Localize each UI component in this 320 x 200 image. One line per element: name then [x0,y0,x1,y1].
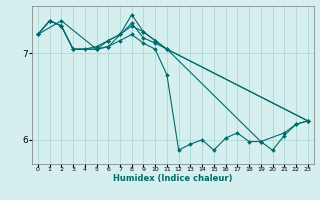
X-axis label: Humidex (Indice chaleur): Humidex (Indice chaleur) [113,174,233,183]
